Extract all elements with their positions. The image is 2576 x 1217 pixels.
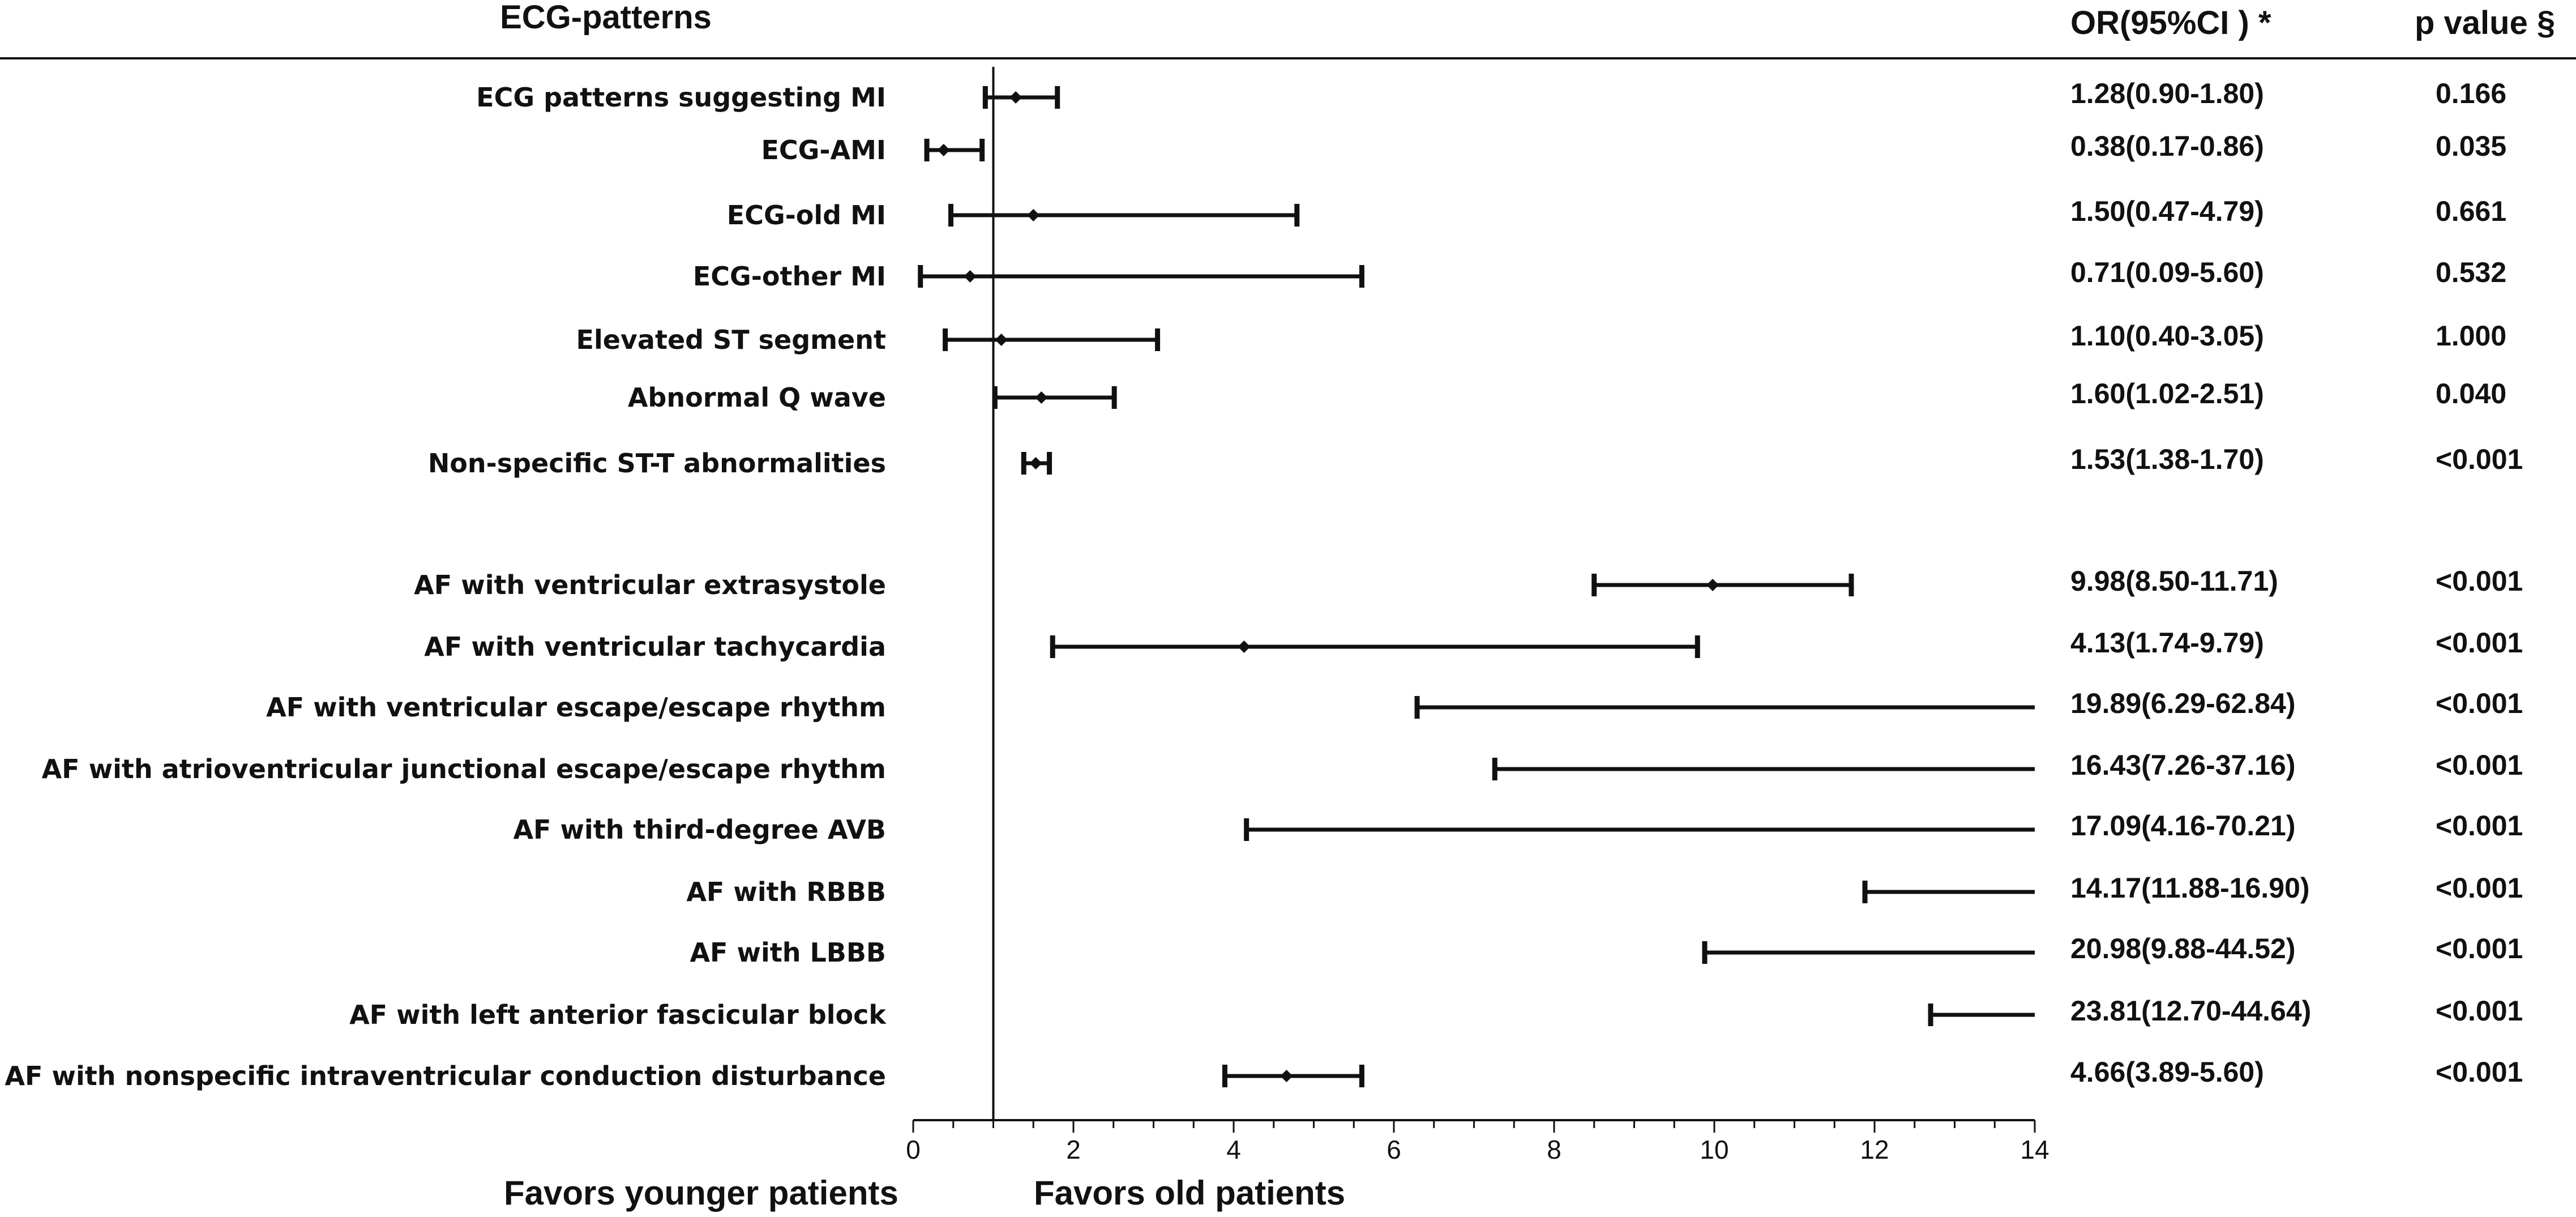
row-label: ECG-old MI xyxy=(727,200,886,230)
row-label: AF with LBBB xyxy=(690,937,886,968)
or-ci-value: 1.28(0.90-1.80) xyxy=(2070,78,2264,109)
or-ci-value: 16.43(7.26-37.16) xyxy=(2070,749,2296,781)
p-value: <0.001 xyxy=(2436,810,2523,842)
or-ci-value: 1.60(1.02-2.51) xyxy=(2070,378,2264,409)
x-tick-label: 14 xyxy=(2020,1135,2049,1164)
row-label: AF with atrioventricular junctional esca… xyxy=(42,754,886,784)
row-label: AF with ventricular escape/escape rhythm xyxy=(266,692,886,723)
x-tick-label: 4 xyxy=(1226,1135,1241,1164)
favors-younger-label: Favors younger patients xyxy=(504,1174,898,1212)
row-label: AF with ventricular tachycardia xyxy=(424,631,886,662)
row-label: AF with ventricular extrasystole xyxy=(414,570,886,600)
p-value: <0.001 xyxy=(2436,565,2523,597)
header-ecg-patterns: ECG-patterns xyxy=(500,0,712,36)
p-value: 0.532 xyxy=(2436,257,2506,288)
or-ci-value: 0.38(0.17-0.86) xyxy=(2070,130,2264,162)
row-labels: ECG patterns suggesting MI ECG-AMI ECG-old… xyxy=(5,82,887,1091)
header-p-value: p value § xyxy=(2415,5,2555,41)
point-estimate xyxy=(1035,391,1048,404)
row-label: AF with third-degree AVB xyxy=(513,814,886,845)
or-ci-value: 20.98(9.88-44.52) xyxy=(2070,933,2296,964)
point-estimate xyxy=(1029,457,1042,469)
p-value: <0.001 xyxy=(2436,443,2523,475)
point-estimate xyxy=(995,334,1008,346)
p-value: 0.035 xyxy=(2436,130,2506,162)
row-label: Elevated ST segment xyxy=(576,324,886,355)
favors-old-label: Favors old patients xyxy=(1034,1174,1345,1212)
or-ci-value: 0.71(0.09-5.60) xyxy=(2070,257,2264,288)
p-value: 0.661 xyxy=(2436,195,2506,227)
point-estimate xyxy=(1706,579,1719,591)
p-value: <0.001 xyxy=(2436,872,2523,904)
p-value: <0.001 xyxy=(2436,749,2523,781)
point-estimate xyxy=(937,144,950,156)
x-tick-label: 0 xyxy=(906,1135,921,1164)
x-tick-label: 6 xyxy=(1387,1135,1401,1164)
or-ci-value: 1.10(0.40-3.05) xyxy=(2070,320,2264,352)
p-value: <0.001 xyxy=(2436,933,2523,964)
or-ci-value: 4.13(1.74-9.79) xyxy=(2070,627,2264,659)
x-tick-label: 2 xyxy=(1066,1135,1081,1164)
or-ci-value: 4.66(3.89-5.60) xyxy=(2070,1056,2264,1088)
p-value: <0.001 xyxy=(2436,627,2523,659)
p-value: 0.040 xyxy=(2436,378,2506,409)
row-label: Abnormal Q wave xyxy=(628,382,886,413)
point-estimate xyxy=(1280,1070,1293,1082)
or-column: 1.28(0.90-1.80) 0.38(0.17-0.86) 1.50(0.47-… xyxy=(2070,78,2311,1088)
x-tick-label: 10 xyxy=(1700,1135,1728,1164)
point-estimate xyxy=(964,270,977,283)
p-value: <0.001 xyxy=(2436,1056,2523,1088)
p-value: <0.001 xyxy=(2436,995,2523,1027)
x-tick-label: 12 xyxy=(1860,1135,1889,1164)
row-label: ECG-AMI xyxy=(761,135,886,165)
or-ci-value: 9.98(8.50-11.71) xyxy=(2070,565,2278,597)
p-column: 0.166 0.035 0.661 0.532 1.000 0.040 <0.001 <0.0… xyxy=(2436,78,2523,1088)
p-value: 1.000 xyxy=(2436,320,2506,352)
row-label: AF with RBBB xyxy=(686,877,886,907)
p-value: <0.001 xyxy=(2436,688,2523,719)
p-value: 0.166 xyxy=(2436,78,2506,109)
point-estimate xyxy=(1009,91,1022,104)
or-ci-value: 19.89(6.29-62.84) xyxy=(2070,688,2296,719)
or-ci-value: 1.50(0.47-4.79) xyxy=(2070,195,2264,227)
x-axis: 0 2 4 6 8 10 12 14 xyxy=(906,1119,2049,1164)
row-label: ECG patterns suggesting MI xyxy=(476,82,886,113)
point-estimate xyxy=(1027,209,1040,221)
header-or-ci: OR(95%CI ) * xyxy=(2070,5,2271,41)
x-tick-label: 8 xyxy=(1547,1135,1561,1164)
row-label: AF with left anterior fascicular block xyxy=(349,1000,887,1030)
row-label: AF with nonspecific intraventricular con… xyxy=(5,1061,886,1091)
row-label: ECG-other MI xyxy=(693,261,886,292)
or-ci-value: 23.81(12.70-44.64) xyxy=(2070,995,2311,1027)
row-label: Non-specific ST-T abnormalities xyxy=(428,448,886,479)
or-ci-value: 14.17(11.88-16.90) xyxy=(2070,872,2310,904)
point-estimate xyxy=(1238,640,1251,653)
or-ci-value: 17.09(4.16-70.21) xyxy=(2070,810,2296,842)
ci-group xyxy=(918,86,2035,1087)
or-ci-value: 1.53(1.38-1.70) xyxy=(2070,443,2264,475)
